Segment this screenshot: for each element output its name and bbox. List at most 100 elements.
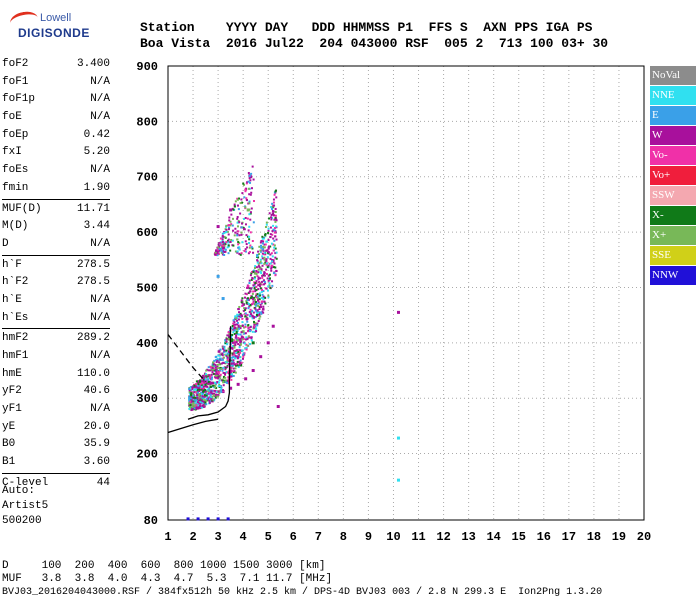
echo-dot xyxy=(243,250,246,253)
echo-dot xyxy=(244,250,247,253)
echo-dot xyxy=(262,240,265,243)
echo-dot xyxy=(264,243,267,246)
param-name: MUF(D) xyxy=(2,202,42,215)
echo-dot xyxy=(227,331,230,334)
x-tick-label: 20 xyxy=(637,530,651,544)
echo-dot xyxy=(216,251,219,254)
echo-dot xyxy=(219,241,222,244)
echo-dot xyxy=(198,393,201,396)
data-point-x- xyxy=(254,302,258,306)
echo-dot xyxy=(219,348,222,351)
echo-dot xyxy=(194,401,197,404)
echo-dot xyxy=(225,349,228,352)
echo-dot xyxy=(248,225,251,228)
echo-dot xyxy=(260,300,263,303)
echo-dot xyxy=(209,384,212,387)
echo-dot xyxy=(268,277,271,280)
echo-dot xyxy=(200,383,203,386)
echo-dot xyxy=(242,226,245,229)
echo-dot xyxy=(208,399,211,402)
echo-dot xyxy=(242,338,245,341)
echo-dot xyxy=(190,409,193,412)
param-name: C-level xyxy=(2,476,49,489)
data-point-w xyxy=(251,369,255,373)
param-value: N/A xyxy=(90,164,110,177)
echo-dot xyxy=(257,271,260,274)
echo-dot xyxy=(239,253,242,256)
echo-dot xyxy=(253,325,256,328)
echo-dot xyxy=(218,245,221,248)
echo-dot xyxy=(227,238,230,241)
echo-dot xyxy=(214,356,217,359)
echo-dot xyxy=(275,218,278,221)
echo-dot xyxy=(244,223,247,226)
echo-dot xyxy=(258,281,261,284)
param-value: N/A xyxy=(90,293,110,306)
echo-dot xyxy=(200,385,203,388)
echo-dot xyxy=(188,387,191,390)
echo-dot xyxy=(231,239,234,242)
echo-dot xyxy=(271,212,274,215)
echo-dot xyxy=(200,379,203,382)
echo-dot xyxy=(236,333,239,336)
echo-dot xyxy=(254,300,257,303)
echo-dot xyxy=(256,260,259,263)
echo-dot xyxy=(236,225,239,228)
echo-dot xyxy=(228,335,231,338)
echo-dot xyxy=(212,384,215,387)
echo-dot xyxy=(236,357,239,360)
param-row: D N/A xyxy=(2,236,110,254)
echo-dot xyxy=(253,272,256,275)
echo-dot xyxy=(234,371,237,374)
data-point-w xyxy=(229,208,233,212)
echo-dot xyxy=(191,405,194,408)
echo-dot xyxy=(270,206,273,209)
echo-dot xyxy=(233,340,236,343)
header-values: Boa Vista 2016 Jul22 204 043000 RSF 005 … xyxy=(140,36,609,51)
logo-line2: DIGISONDE xyxy=(18,26,90,40)
data-point-e xyxy=(221,297,225,301)
echo-dot xyxy=(200,388,203,391)
echo-dot xyxy=(225,354,228,357)
echo-dot xyxy=(254,309,257,312)
echo-dot xyxy=(214,253,217,256)
echo-dot xyxy=(239,359,242,362)
echo-dot xyxy=(261,248,264,251)
echo-dot xyxy=(237,333,240,336)
param-row: B0 35.9 xyxy=(2,436,110,454)
echo-dot xyxy=(206,389,209,392)
echo-dot xyxy=(252,311,255,314)
echo-dot xyxy=(255,314,258,317)
echo-dot xyxy=(219,237,222,240)
echo-dot xyxy=(256,309,259,312)
echo-dot xyxy=(253,277,256,280)
echo-dot xyxy=(244,325,247,328)
echo-dot xyxy=(239,325,242,328)
data-point-e xyxy=(226,352,230,356)
echo-dot xyxy=(239,349,242,352)
echo-dot xyxy=(245,243,248,246)
echo-dot xyxy=(248,246,251,249)
echo-dot xyxy=(237,208,240,211)
data-point-nnw xyxy=(196,517,200,521)
echo-dot xyxy=(269,233,272,236)
echo-dot xyxy=(207,366,210,369)
param-row: hmF1 N/A xyxy=(2,348,110,366)
echo-dot xyxy=(269,253,272,256)
echo-dot xyxy=(258,283,261,286)
echo-dot xyxy=(225,366,228,369)
echo-dot xyxy=(234,315,237,318)
echo-dot xyxy=(224,248,227,251)
echo-dot xyxy=(250,187,253,190)
x-tick-label: 19 xyxy=(612,530,626,544)
echo-dot xyxy=(265,268,268,271)
echo-dot xyxy=(223,361,226,364)
echo-dot xyxy=(236,238,239,241)
echo-dot xyxy=(220,251,223,254)
echo-dot xyxy=(218,354,221,357)
echo-dot xyxy=(259,258,262,261)
echo-dot xyxy=(224,373,227,376)
echo-dot xyxy=(240,231,243,234)
echo-dot xyxy=(251,330,254,333)
